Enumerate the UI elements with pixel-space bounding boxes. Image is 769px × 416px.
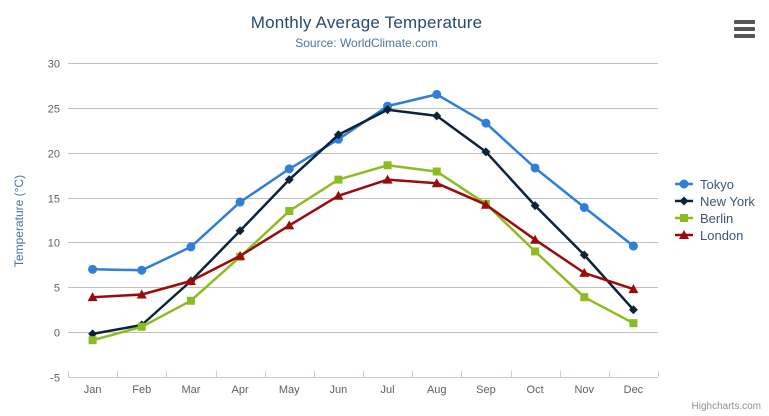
- svg-text:5: 5: [54, 283, 60, 295]
- legend-label: New York: [700, 193, 755, 209]
- legend-marker-circle-icon: [675, 179, 693, 189]
- hamburger-icon: [734, 34, 755, 38]
- legend: Tokyo New York Berlin London: [675, 176, 755, 244]
- svg-text:Jun: Jun: [330, 384, 348, 396]
- chart-subtitle: Source: WorldClimate.com: [295, 36, 438, 50]
- svg-text:Aug: Aug: [427, 384, 447, 396]
- svg-text:Apr: Apr: [232, 384, 249, 396]
- svg-text:Nov: Nov: [574, 384, 594, 396]
- svg-text:Dec: Dec: [624, 384, 644, 396]
- legend-label: Tokyo: [700, 176, 734, 192]
- legend-item-london[interactable]: London: [675, 227, 755, 243]
- legend-marker-square-icon: [675, 214, 693, 222]
- legend-label: London: [700, 227, 744, 243]
- legend-item-tokyo[interactable]: Tokyo: [675, 176, 755, 192]
- hamburger-icon: [734, 27, 755, 31]
- svg-text:Sep: Sep: [476, 384, 496, 396]
- svg-text:25: 25: [48, 104, 60, 116]
- chart-title: Monthly Average Temperature: [250, 13, 483, 32]
- svg-text:Jul: Jul: [381, 384, 395, 396]
- export-menu-button[interactable]: [731, 18, 759, 40]
- svg-text:10: 10: [48, 238, 60, 250]
- svg-text:Oct: Oct: [527, 384, 544, 396]
- legend-label: Berlin: [700, 210, 734, 226]
- legend-item-new-york[interactable]: New York: [675, 193, 755, 209]
- svg-text:Feb: Feb: [132, 384, 151, 396]
- svg-text:Mar: Mar: [181, 384, 200, 396]
- svg-text:0: 0: [54, 328, 60, 340]
- svg-text:30: 30: [48, 59, 60, 71]
- svg-text:May: May: [279, 384, 300, 396]
- svg-text:-5: -5: [50, 373, 60, 385]
- legend-marker-triangle-icon: [675, 230, 693, 239]
- legend-marker-diamond-icon: [675, 196, 693, 206]
- legend-item-berlin[interactable]: Berlin: [675, 210, 755, 226]
- svg-text:20: 20: [48, 149, 60, 161]
- highcharts-credit[interactable]: Highcharts.com: [691, 401, 761, 412]
- svg-text:Jan: Jan: [84, 384, 102, 396]
- svg-text:15: 15: [48, 194, 60, 206]
- hamburger-icon: [734, 20, 755, 24]
